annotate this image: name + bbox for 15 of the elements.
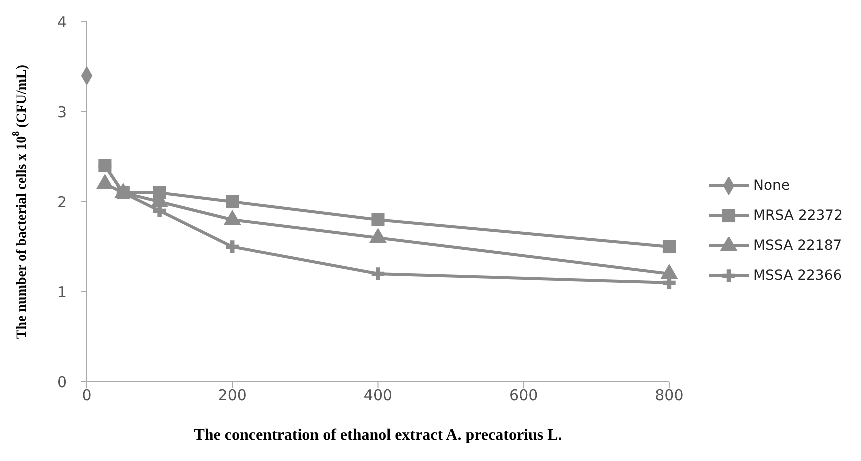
y-tick-label: 1	[57, 283, 67, 302]
legend-label: MSSA 22366	[753, 268, 842, 284]
x-tick-label: 600	[510, 386, 538, 405]
y-tick-label: 3	[57, 103, 67, 122]
legend-label: None	[753, 178, 790, 194]
legend-label: MSSA 22187	[753, 238, 842, 254]
legend-label: MRSA 22372	[753, 208, 843, 224]
x-tick-label: 200	[218, 386, 247, 405]
y-tick-label: 0	[57, 373, 67, 392]
y-tick-label: 2	[57, 193, 67, 212]
x-tick-label: 400	[364, 386, 393, 405]
x-axis-title: The concentration of ethanol extract A. precatorius L.	[194, 427, 562, 444]
x-tick-label: 800	[655, 386, 684, 405]
y-tick-label: 4	[57, 13, 67, 32]
x-tick-label: 0	[82, 386, 92, 405]
